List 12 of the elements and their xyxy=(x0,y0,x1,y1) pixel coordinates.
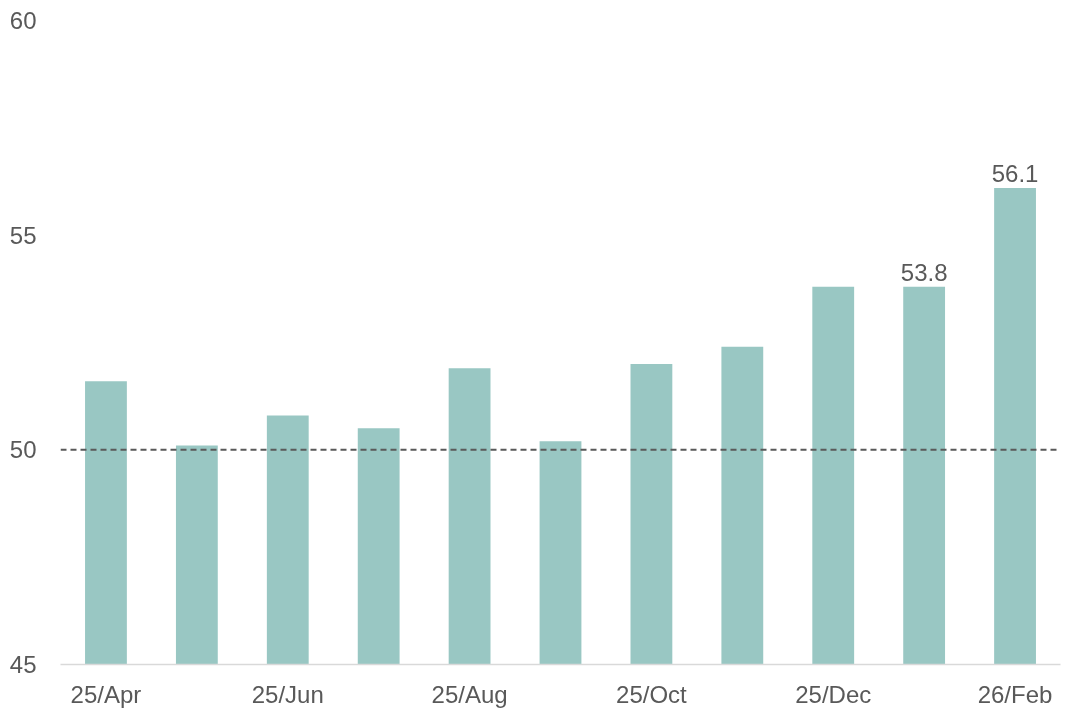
y-tick-label: 55 xyxy=(9,221,37,249)
data-label: 53.8 xyxy=(900,258,948,286)
x-tick-label: 26/Feb xyxy=(977,680,1053,708)
x-tick-label: 25/Dec xyxy=(795,680,872,708)
x-tick-label: 25/Aug xyxy=(431,680,508,708)
data-label: 56.1 xyxy=(991,159,1039,187)
y-tick-label: 60 xyxy=(9,7,37,34)
x-tick-label: 25/Oct xyxy=(616,680,688,708)
x-tick-label: 25/Jun xyxy=(251,680,324,708)
y-tick-label: 50 xyxy=(9,436,37,464)
x-tick-label: 25/Apr xyxy=(70,680,142,708)
y-tick-label: 45 xyxy=(9,651,37,678)
